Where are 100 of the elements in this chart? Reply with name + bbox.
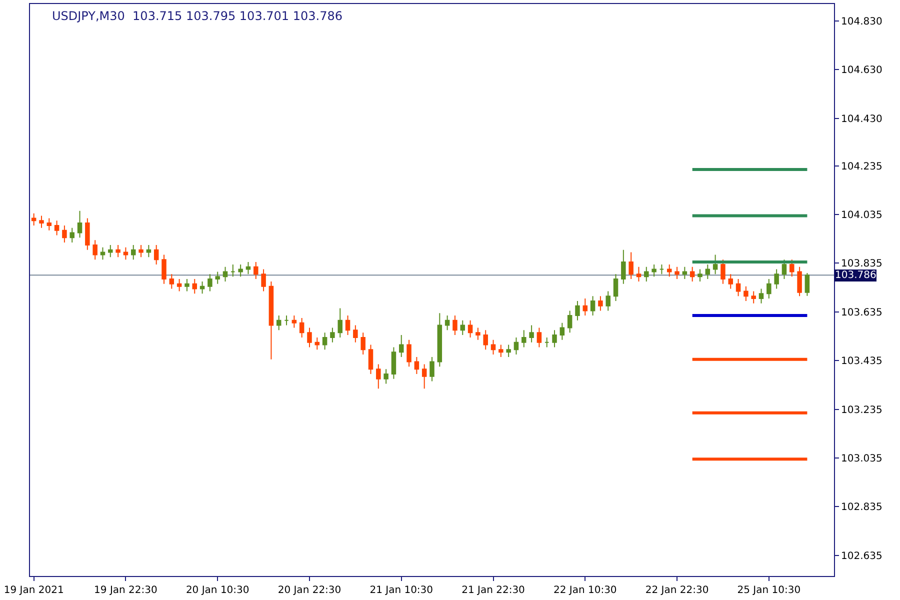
x-tick-label: 20 Jan 10:30 xyxy=(186,585,250,596)
y-tick-label: 104.830 xyxy=(841,16,882,28)
candlestick xyxy=(162,254,166,284)
candlestick xyxy=(437,312,442,368)
y-tick-label: 104.035 xyxy=(841,210,882,222)
candlestick xyxy=(314,336,320,350)
candlestick xyxy=(176,278,182,292)
candlestick xyxy=(628,252,634,280)
candlestick xyxy=(353,324,358,343)
candlestick xyxy=(399,334,404,358)
candlestick xyxy=(276,315,282,331)
candlestick xyxy=(659,264,664,275)
candlestick xyxy=(391,346,396,380)
candlestick xyxy=(292,315,297,328)
candlestick xyxy=(774,268,779,290)
candlestick xyxy=(92,240,98,260)
candlestick xyxy=(736,278,741,297)
candlestick xyxy=(444,315,450,331)
candlestick xyxy=(123,246,128,260)
candlestick xyxy=(200,280,205,294)
candlestick xyxy=(430,356,434,382)
candlestick xyxy=(131,244,136,260)
candlestick xyxy=(138,244,144,258)
candlestick xyxy=(782,259,787,280)
candlestick xyxy=(476,327,480,340)
candlestick xyxy=(621,249,626,284)
candlestick xyxy=(208,274,212,292)
candlestick xyxy=(39,215,44,228)
candlestick xyxy=(31,212,36,226)
candlestick xyxy=(652,264,656,278)
x-tick-label: 22 Jan 22:30 xyxy=(645,585,709,596)
candlestick xyxy=(330,327,335,343)
candlestick xyxy=(644,266,649,282)
candlestick xyxy=(192,278,197,294)
candlestick xyxy=(606,290,610,312)
x-tick-label: 20 Jan 22:30 xyxy=(278,585,342,596)
candlestick xyxy=(108,244,113,258)
candlestick xyxy=(797,266,802,297)
candlestick xyxy=(506,344,511,358)
candlestick xyxy=(758,288,764,304)
candlestick xyxy=(522,330,526,348)
candlestick xyxy=(254,262,258,280)
y-tick-label: 104.630 xyxy=(841,65,882,76)
candlestick xyxy=(222,266,228,282)
chart-title: USDJPY,M30 103.715 103.795 103.701 103.786 xyxy=(52,9,342,23)
candlestick xyxy=(536,327,542,348)
candlestick xyxy=(299,317,304,338)
candlestick xyxy=(582,298,588,316)
candlestick xyxy=(100,246,106,260)
candlestick xyxy=(261,268,266,292)
candlestick xyxy=(85,218,90,250)
candlestick xyxy=(452,315,458,336)
x-tick-label: 21 Jan 10:30 xyxy=(370,585,434,596)
y-tick-label: 102.835 xyxy=(841,502,882,514)
candlestick xyxy=(414,356,420,374)
candlestick xyxy=(77,210,82,238)
x-tick-label: 21 Jan 22:30 xyxy=(462,585,525,596)
candlestick xyxy=(376,364,381,390)
candlestick xyxy=(690,266,695,282)
candlestick xyxy=(368,344,374,374)
candlestick xyxy=(460,320,465,336)
candlestick xyxy=(345,315,350,336)
candlestick xyxy=(238,264,243,278)
candlestick xyxy=(338,308,342,338)
candlestick xyxy=(751,290,756,304)
y-tick-label: 104.235 xyxy=(841,161,882,172)
candlestick xyxy=(529,324,534,343)
y-tick-label: 103.235 xyxy=(841,404,882,416)
y-tick-label: 102.635 xyxy=(841,550,882,562)
x-tick-label: 19 Jan 22:30 xyxy=(94,585,158,596)
candlestick xyxy=(575,300,580,321)
candlestick xyxy=(116,244,120,258)
candlestick xyxy=(54,220,60,236)
ref-line-label: 103.786 xyxy=(835,270,876,281)
candlestick xyxy=(268,280,274,360)
x-tick-label: 19 Jan 2021 xyxy=(4,585,64,596)
candlestick xyxy=(46,218,52,231)
candlestick xyxy=(468,320,473,338)
candlestick xyxy=(483,330,488,350)
candlestick xyxy=(360,332,366,355)
candlestick xyxy=(567,310,572,334)
candlestick xyxy=(284,315,289,326)
y-tick-label: 103.035 xyxy=(841,453,882,464)
candlestick xyxy=(422,364,427,390)
candlestick xyxy=(184,278,190,292)
candlestick xyxy=(62,225,67,244)
candlestick xyxy=(636,266,642,282)
candlestick xyxy=(490,339,496,355)
candlestick xyxy=(804,272,810,296)
candlestick xyxy=(744,286,748,302)
candlestick xyxy=(322,332,328,350)
candlestick xyxy=(169,274,174,290)
candlestick xyxy=(70,227,74,244)
candlestick xyxy=(307,327,312,348)
candlestick xyxy=(498,344,504,358)
candlestick xyxy=(154,244,159,265)
candlestick xyxy=(712,254,718,275)
x-tick-label: 25 Jan 10:30 xyxy=(737,585,801,596)
candlestick xyxy=(230,264,236,278)
candlestick xyxy=(215,271,220,284)
